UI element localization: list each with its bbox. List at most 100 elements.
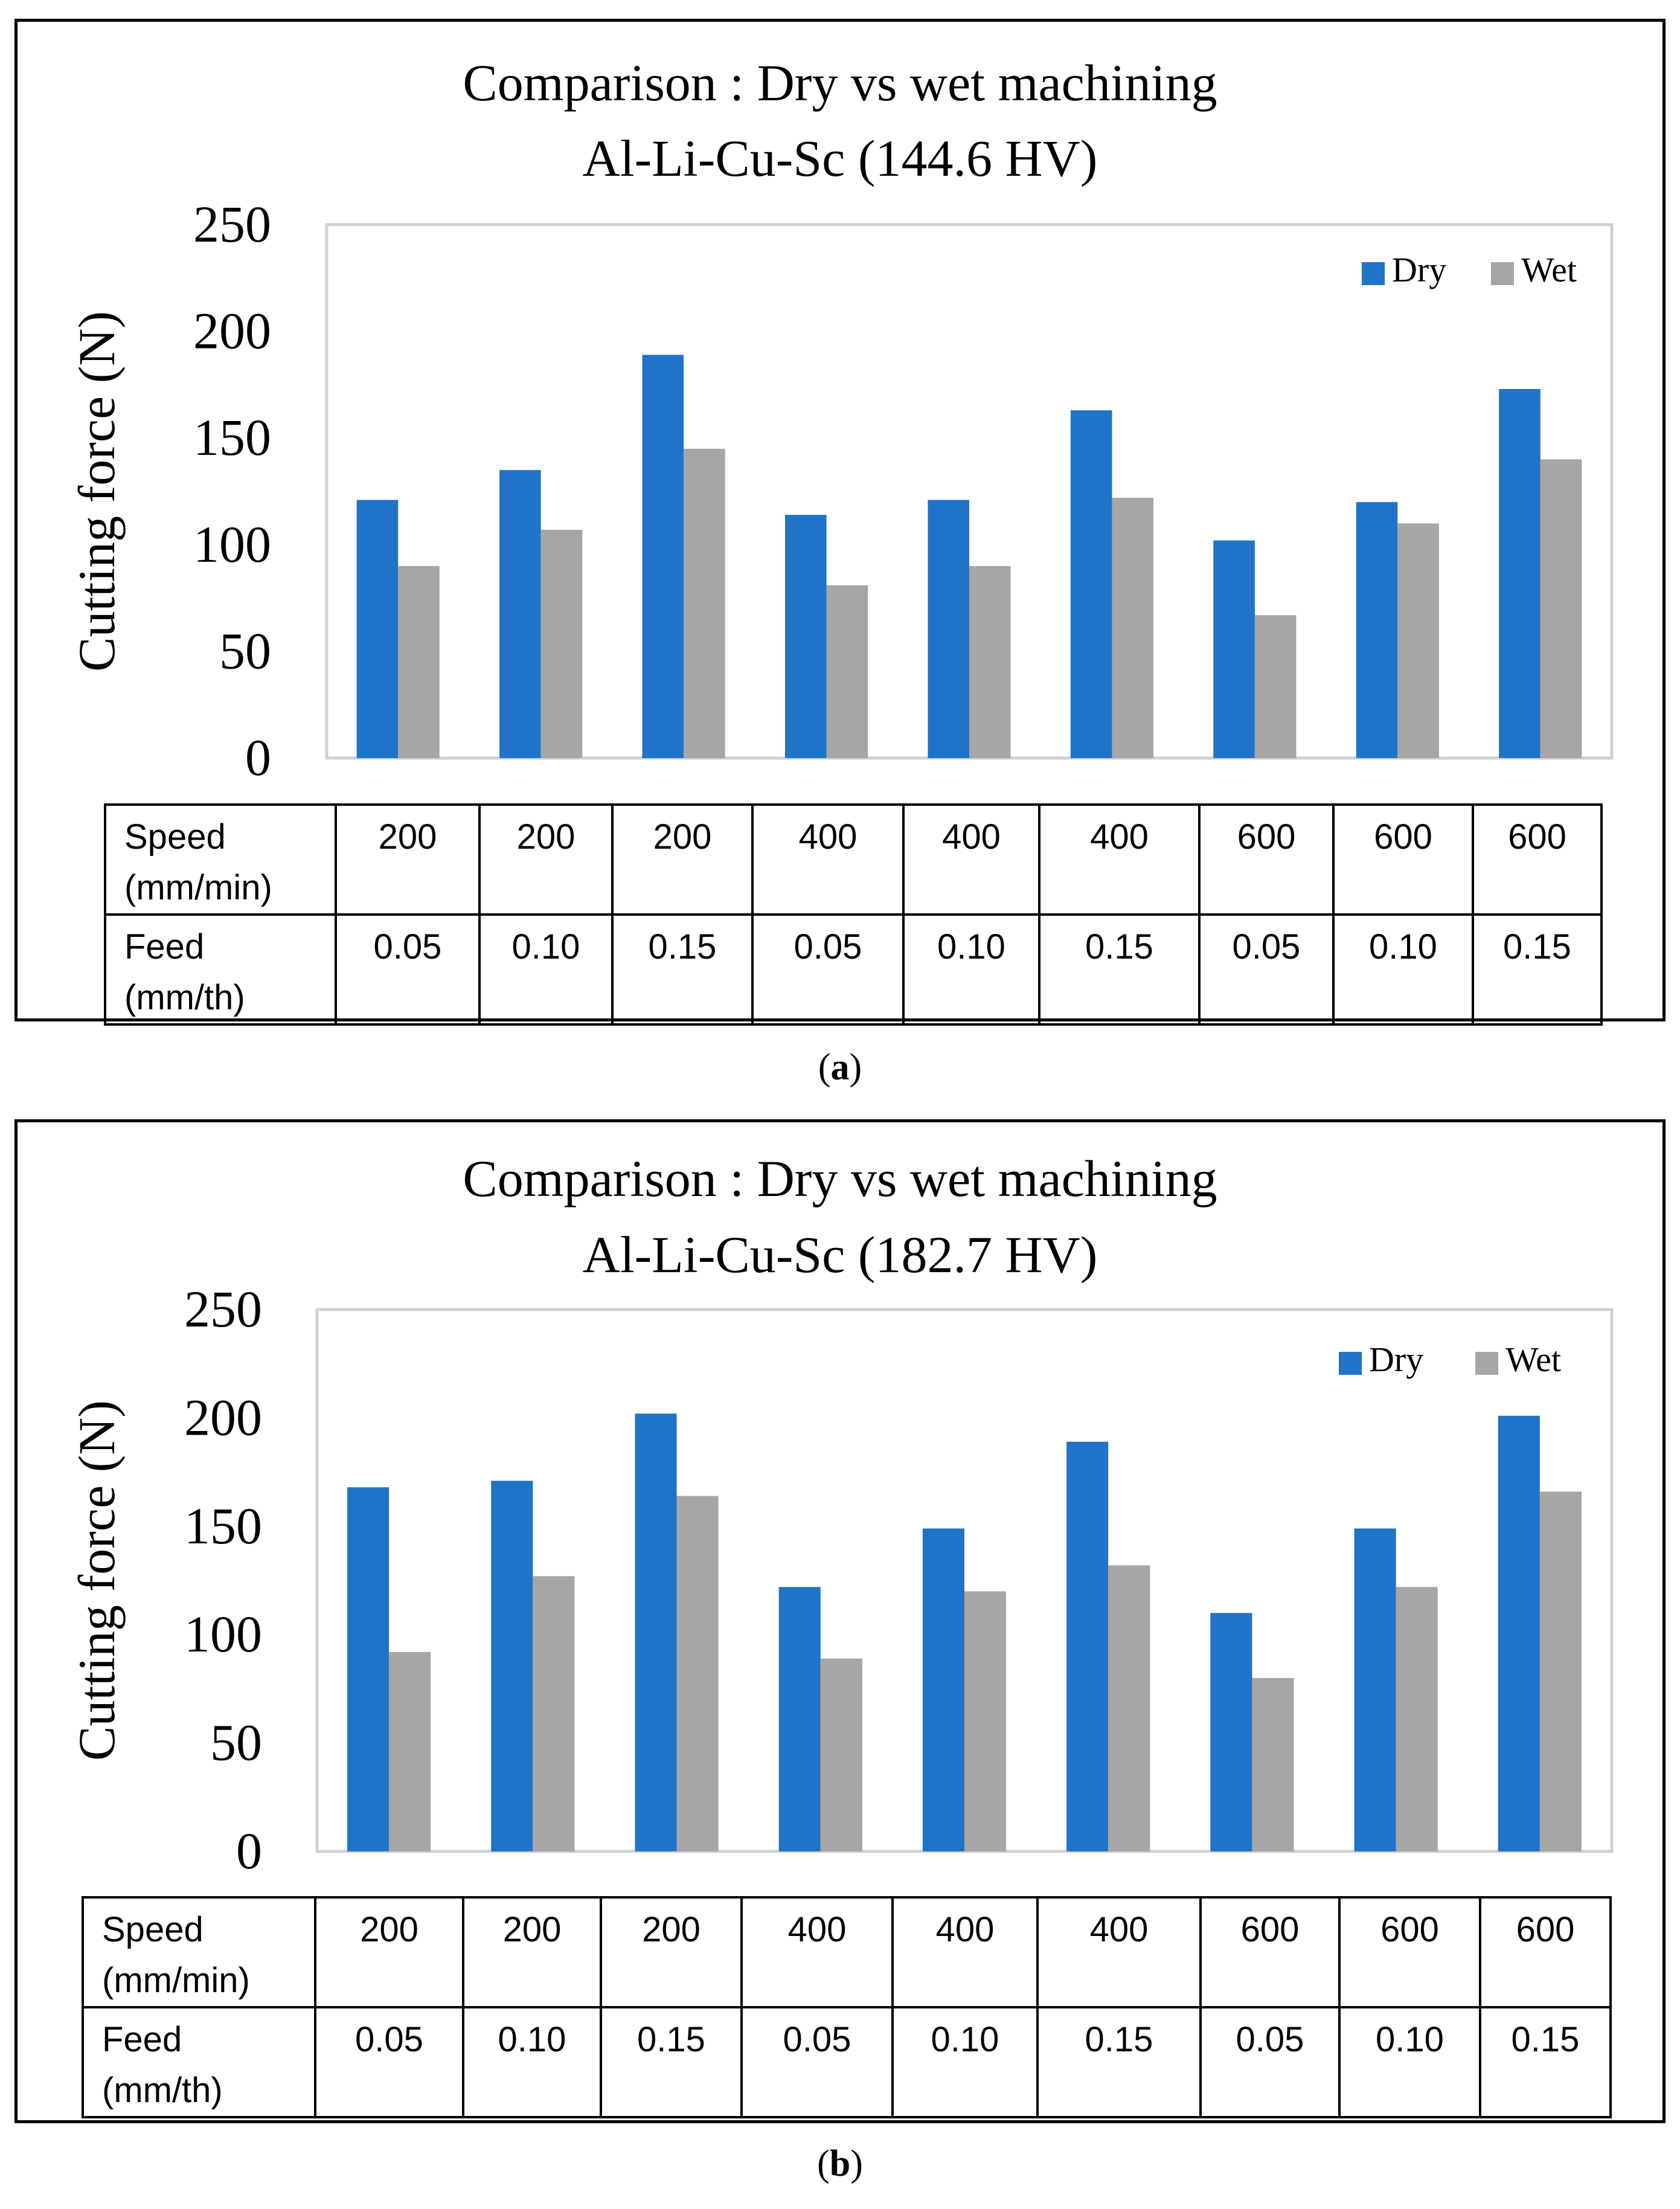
bar-dry [1070, 410, 1112, 758]
legend-swatch-dry [1339, 1352, 1362, 1375]
caption-a: (a) [818, 1047, 862, 1088]
legend-label-wet: Wet [1521, 250, 1577, 289]
feed-row-cell: 0.15 [1036, 2006, 1202, 2118]
legend-swatch-dry [1362, 262, 1385, 285]
parameter-table-a: Speed (mm/min) 200 200 200 400 400 400 600 600 600… [104, 803, 1603, 1026]
bar-wet [676, 1496, 719, 1851]
speed-row-cell: 400 [751, 803, 905, 916]
legend-label-dry: Dry [1369, 1340, 1423, 1379]
parameter-table-b: Speed (mm/min) 200 200 200 400 400 400 600 600 600… [82, 1896, 1612, 2118]
feed-row: Feed (mm/th) 0.05 0.10 0.15 0.05 0.10 0.15 0.05 0… [104, 913, 1603, 1026]
y-axis-label-a: Cutting force (N) [68, 311, 126, 672]
bar-wet [1112, 498, 1154, 758]
bar-wet [1397, 523, 1439, 758]
bar-wet [826, 585, 868, 758]
speed-row-cell: 400 [902, 803, 1040, 916]
feed-row-cell: 0.05 [314, 2006, 464, 2118]
bar-dry [1066, 1441, 1109, 1851]
speed-row-cell: 600 [1332, 803, 1474, 916]
y-tick-label: 0 [245, 728, 271, 786]
speed-row-cell: 200 [462, 1896, 602, 2008]
legend-swatch-wet [1475, 1352, 1498, 1375]
speed-row-header-line: Speed [102, 1910, 204, 1949]
feed-row-cell: 0.05 [751, 913, 905, 1026]
y-tick-label: 50 [210, 1714, 262, 1772]
bar-wet [389, 1651, 431, 1851]
bar-wet [533, 1576, 575, 1851]
speed-row-cell: 600 [1198, 803, 1335, 916]
bar-dry [1354, 1528, 1396, 1851]
speed-row-cell: 400 [891, 1896, 1039, 2008]
bar-dry [1498, 1415, 1540, 1851]
chart-a-subtitle: Al-Li-Cu-Sc (144.6 HV) [583, 129, 1098, 187]
feed-row-cell: 0.15 [611, 913, 754, 1026]
feed-row-cell: 0.10 [902, 913, 1040, 1026]
bar-wet [1108, 1565, 1150, 1851]
feed-row-cell: 0.10 [1332, 913, 1474, 1026]
bar-wet [398, 566, 440, 758]
speed-row-header: Speed (mm/min) [104, 803, 337, 916]
feed-row-cell: 0.15 [1479, 2006, 1612, 2118]
y-tick-label: 200 [193, 302, 271, 360]
feed-row-cell: 0.10 [478, 913, 614, 1026]
bar-dry [347, 1487, 390, 1851]
y-tick-label: 100 [193, 515, 271, 573]
bar-dry [499, 470, 541, 758]
y-tick-label: 150 [193, 408, 271, 466]
speed-row-cell: 200 [611, 803, 754, 916]
y-tick-label: 100 [184, 1605, 262, 1663]
speed-row-cell: 200 [335, 803, 481, 916]
speed-row-cell: 600 [1199, 1896, 1341, 2008]
caption-b: (b) [817, 2143, 863, 2184]
bar-dry [491, 1481, 533, 1851]
speed-row-cell: 200 [478, 803, 614, 916]
bar-dry [356, 500, 399, 758]
feed-row-cell: 0.05 [1198, 913, 1335, 1026]
feed-row-header-line: (mm/th) [124, 978, 245, 1017]
speed-row: Speed (mm/min) 200 200 200 400 400 400 600 600 600 [104, 803, 1603, 916]
speed-row-header-line: (mm/min) [102, 1961, 250, 2000]
feed-row-cell: 0.10 [462, 2006, 602, 2118]
feed-row-cell: 0.10 [891, 2006, 1039, 2118]
bar-dry [928, 500, 969, 758]
feed-row-header: Feed (mm/th) [82, 2006, 316, 2118]
feed-row-cell: 0.05 [740, 2006, 894, 2118]
y-axis-label-b: Cutting force (N) [68, 1400, 126, 1761]
caption-b-letter: b [829, 2143, 851, 2184]
legend-label-wet: Wet [1505, 1340, 1561, 1379]
speed-row: Speed (mm/min) 200 200 200 400 400 400 600 600 600 [82, 1896, 1612, 2008]
y-tick-label: 200 [184, 1388, 262, 1446]
speed-row-cell: 200 [600, 1896, 743, 2008]
y-tick-label: 50 [219, 622, 271, 680]
bar-dry [778, 1587, 821, 1851]
y-tick-label: 150 [184, 1497, 262, 1555]
bar-dry [642, 355, 684, 758]
caption-a-letter: a [830, 1047, 850, 1088]
bar-dry [1213, 540, 1255, 758]
feed-row-cell: 0.05 [1199, 2006, 1341, 2118]
feed-row-cell: 0.10 [1338, 2006, 1481, 2118]
feed-row-cell: 0.15 [1472, 913, 1603, 1026]
bar-dry [635, 1413, 677, 1851]
chart-a-title: Comparison : Dry vs wet machining [463, 54, 1217, 112]
feed-row-cell: 0.15 [1038, 913, 1201, 1026]
speed-row-cell: 400 [1038, 803, 1201, 916]
speed-row-cell: 400 [1036, 1896, 1202, 2008]
speed-row-cell: 600 [1479, 1896, 1612, 2008]
feed-row-header-line: (mm/th) [102, 2071, 223, 2110]
y-tick-label: 250 [184, 1280, 262, 1338]
bar-wet [1396, 1587, 1438, 1851]
speed-row-cell: 400 [740, 1896, 894, 2008]
speed-row-header-line: (mm/min) [124, 868, 272, 907]
bar-wet [1539, 1491, 1582, 1851]
feed-row-header-line: Feed [124, 927, 205, 966]
bar-dry [784, 515, 827, 758]
bar-wet [684, 448, 725, 758]
bar-dry [1210, 1613, 1252, 1851]
bar-dry [1356, 502, 1398, 758]
legend-swatch-wet [1491, 262, 1514, 285]
chart-b-title: Comparison : Dry vs wet machining [463, 1150, 1217, 1207]
speed-row-cell: 600 [1472, 803, 1603, 916]
speed-row-header: Speed (mm/min) [82, 1896, 316, 2008]
feed-row: Feed (mm/th) 0.05 0.10 0.15 0.05 0.10 0.15 0.05 0… [82, 2006, 1612, 2118]
